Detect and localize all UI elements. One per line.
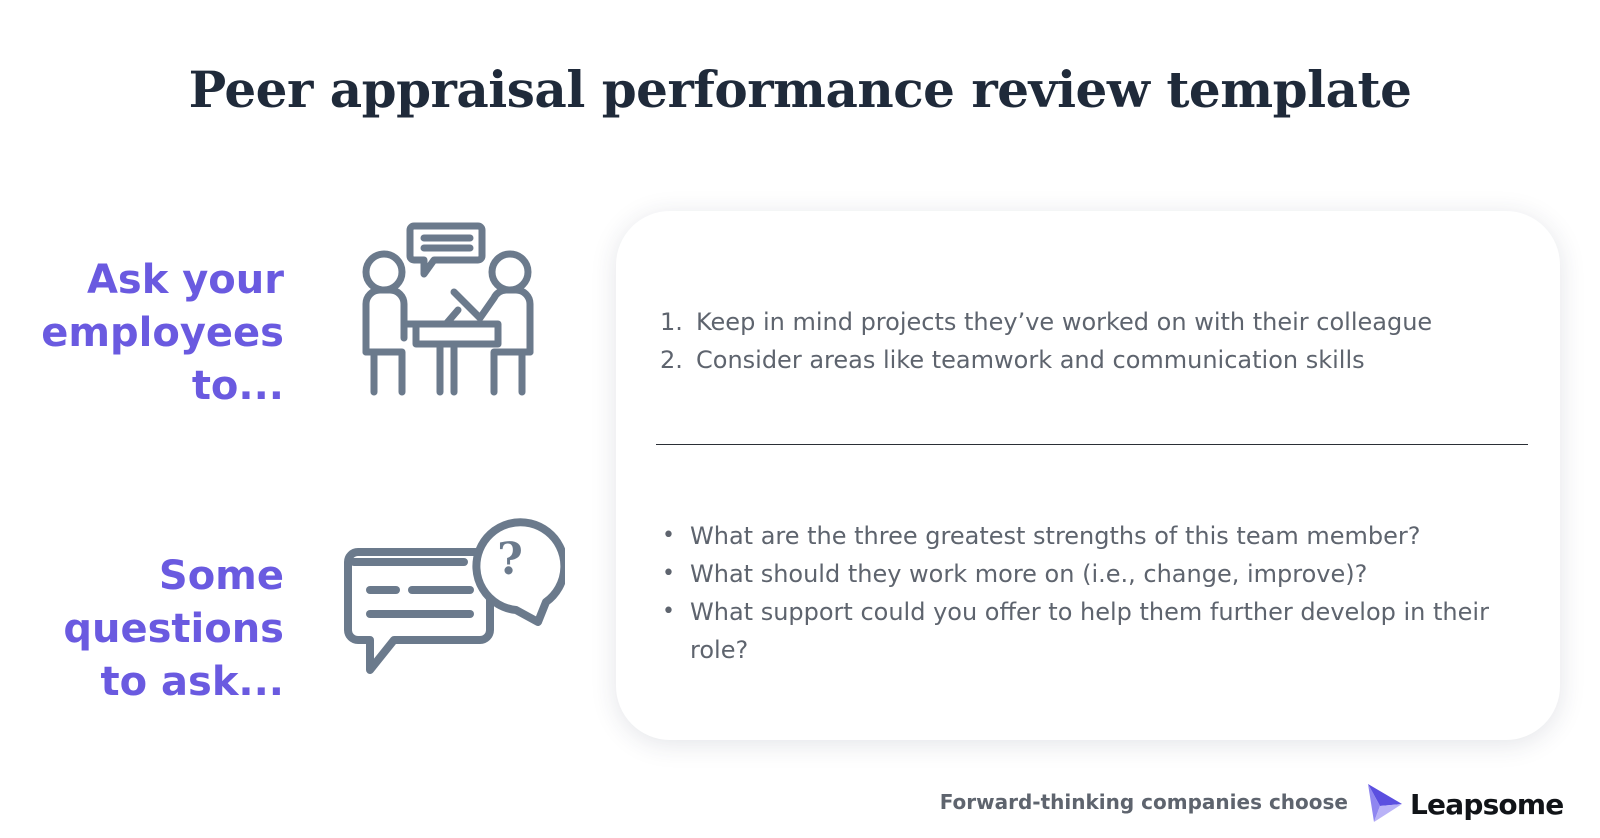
guidance-item-number: 2.: [660, 346, 683, 374]
question-item: • What are the three greatest strengths …: [660, 517, 1520, 555]
brand-name: Leapsome: [1410, 787, 1564, 821]
leapsome-logo-icon: [1368, 784, 1402, 822]
question-text: What should they work more on (i.e., cha…: [690, 560, 1368, 588]
footer-tagline: Forward-thinking companies choose: [939, 790, 1348, 814]
guidance-item-number: 1.: [660, 308, 683, 336]
question-item: • What should they work more on (i.e., c…: [660, 555, 1520, 593]
bullet-icon: •: [662, 599, 675, 624]
question-chat-icon: ?: [344, 518, 565, 674]
bullet-icon: •: [662, 523, 675, 548]
guidance-item-text: Consider areas like teamwork and communi…: [696, 346, 1365, 374]
svg-text:?: ?: [497, 534, 523, 585]
question-text: What support could you offer to help the…: [690, 598, 1489, 664]
questions-list: • What are the three greatest strengths …: [660, 517, 1520, 669]
guidance-list: 1. Keep in mind projects they’ve worked …: [660, 303, 1540, 379]
guidance-item: 1. Keep in mind projects they’ve worked …: [660, 303, 1540, 341]
guidance-item-text: Keep in mind projects they’ve worked on …: [696, 308, 1433, 336]
ask-employees-label: Ask your employees to...: [41, 257, 284, 409]
bullet-icon: •: [662, 561, 675, 586]
guidance-item: 2. Consider areas like teamwork and comm…: [660, 341, 1540, 379]
page-title: Peer appraisal performance review templa…: [188, 60, 1412, 119]
question-text: What are the three greatest strengths of…: [690, 522, 1421, 550]
review-template-card: 1. Keep in mind projects they’ve worked …: [616, 211, 1560, 740]
card-divider: [656, 444, 1528, 445]
brand-logo: Leapsome: [1366, 782, 1564, 826]
questions-label: Some questions to ask...: [63, 553, 284, 705]
question-item: • What support could you offer to help t…: [660, 593, 1520, 669]
meeting-icon: [362, 222, 534, 396]
